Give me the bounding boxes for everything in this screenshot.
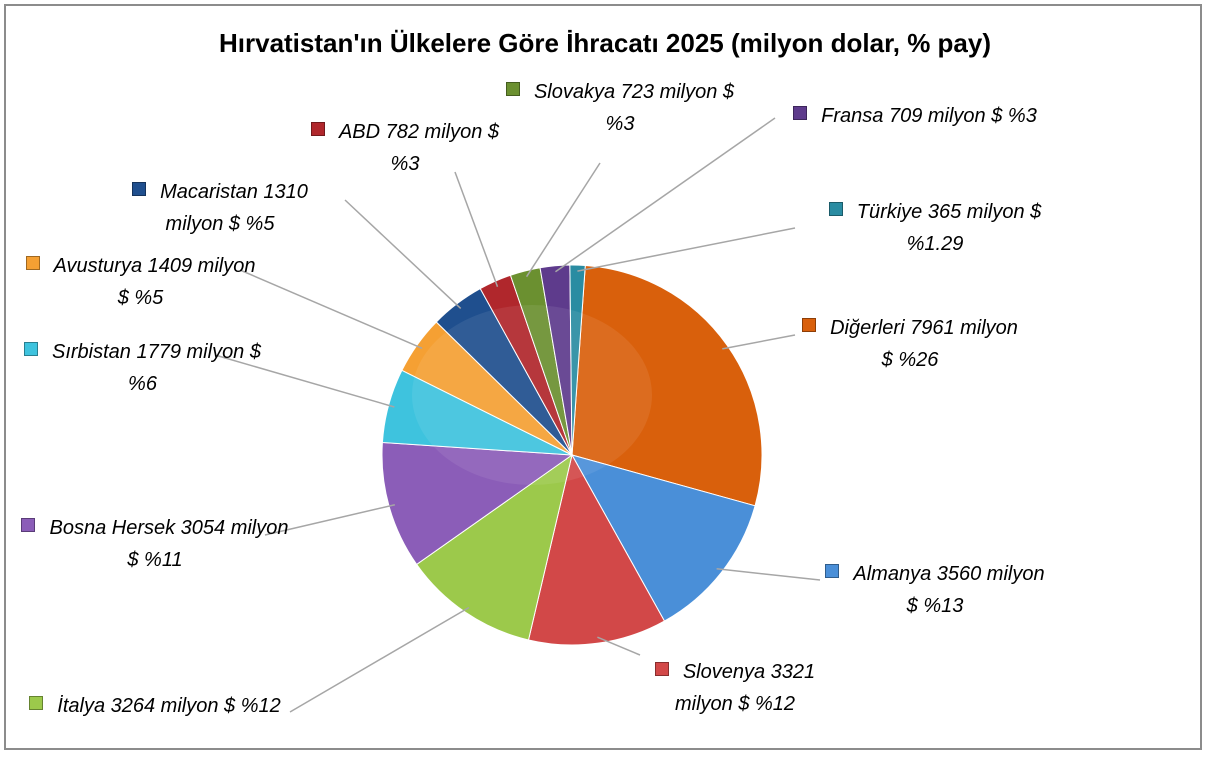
legend-marker (25, 256, 40, 270)
legend-marker (23, 342, 38, 356)
data-label-text: Macaristan 1310 milyon $ %5 (160, 181, 308, 235)
legend-marker (793, 106, 808, 120)
legend-marker (802, 318, 817, 332)
data-label: Fransa 709 milyon $ %3 (775, 100, 1055, 132)
data-label: Avusturya 1409 milyon $ %5 (18, 250, 263, 314)
leader-line (239, 269, 423, 349)
legend-marker (828, 202, 843, 216)
legend-marker (654, 662, 669, 676)
leader-line (577, 227, 796, 272)
pie-slice (415, 453, 573, 641)
data-label: Diğerleri 7961 milyon $ %26 (800, 312, 1020, 376)
data-label-text: İtalya 3264 milyon $ %12 (57, 695, 281, 717)
data-label-text: Bosna Hersek 3054 milyon $ %11 (49, 517, 289, 571)
data-label-text: Diğerleri 7961 milyon $ %26 (830, 317, 1018, 371)
leader-line (454, 171, 499, 288)
data-label: ABD 782 milyon $ %3 (295, 116, 515, 180)
leader-line (264, 504, 396, 536)
data-label: Sırbistan 1779 milyon $ %6 (20, 336, 265, 400)
legend-marker (29, 696, 44, 710)
data-label-text: Avusturya 1409 milyon $ %5 (53, 255, 256, 309)
data-label-text: Almanya 3560 milyon $ %13 (853, 563, 1045, 617)
data-label-text: Slovenya 3321 milyon $ %12 (674, 661, 816, 715)
chart-frame (4, 4, 1202, 750)
data-label: Macaristan 1310 milyon $ %5 (120, 176, 320, 240)
data-label: Slovenya 3321 milyon $ %12 (630, 656, 840, 720)
legend-marker (132, 182, 147, 196)
data-label: Slovakya 723 milyon $ %3 (490, 76, 750, 140)
leader-line (597, 636, 641, 656)
data-label-text: ABD 782 milyon $ %3 (338, 121, 500, 175)
leader-line (716, 568, 821, 581)
leader-line (525, 162, 601, 278)
pie-slice (527, 453, 666, 646)
data-label-text: Türkiye 365 milyon $ %1.29 (856, 201, 1042, 255)
pie-slice (571, 264, 763, 507)
chart-title: Hırvatistan'ın Ülkelere Göre İhracatı 20… (218, 28, 992, 58)
leader-line (289, 606, 470, 713)
data-label-text: Fransa 709 milyon $ %3 (821, 105, 1037, 127)
data-label: Almanya 3560 milyon $ %13 (825, 558, 1045, 622)
data-label: İtalya 3264 milyon $ %12 (20, 690, 290, 722)
legend-marker (21, 518, 36, 532)
legend-marker (825, 564, 840, 578)
pie-slice (569, 264, 586, 456)
leader-line (722, 334, 796, 350)
data-label: Bosna Hersek 3054 milyon $ %11 (20, 512, 290, 576)
pie-slice (570, 454, 756, 622)
legend-marker (310, 122, 325, 136)
data-label-text: Slovakya 723 milyon $ %3 (533, 81, 735, 135)
leader-line (344, 199, 462, 310)
leader-line (214, 354, 395, 408)
legend-marker (505, 82, 520, 96)
leader-line (555, 117, 776, 273)
data-label: Türkiye 365 milyon $ %1.29 (800, 196, 1070, 260)
data-label-text: Sırbistan 1779 milyon $ %6 (51, 341, 261, 395)
